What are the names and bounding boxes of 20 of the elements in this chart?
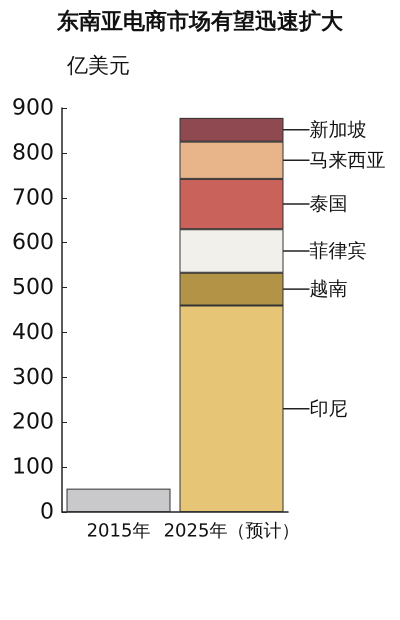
y-tick-label: 200 [12, 410, 54, 435]
series-label: 印尼 [310, 398, 348, 420]
y-tick-label: 500 [12, 275, 54, 300]
y-tick-label: 800 [12, 140, 54, 166]
x-tick-label: 2015年 [86, 520, 150, 542]
y-tick-label: 900 [12, 96, 54, 120]
y-tick-label: 100 [12, 454, 54, 480]
series-label: 泰国 [310, 193, 348, 216]
y-axis-title: 亿美元 [66, 54, 130, 78]
y-tick-label: 700 [12, 185, 54, 210]
series-label: 马来西亚 [310, 149, 386, 172]
series-label: 菲律宾 [310, 240, 366, 262]
y-tick-label: 400 [12, 320, 54, 345]
y-tick-label: 300 [12, 364, 54, 390]
y-tick-label: 600 [12, 230, 54, 256]
chart-title: 东南亚电商市场有望迅速扩大 [56, 8, 344, 34]
y-tick-label: 0 [40, 500, 54, 524]
series-label: 新加坡 [310, 118, 366, 141]
series-label: 越南 [310, 278, 348, 300]
x-tick-label: 2025年（预计） [164, 520, 300, 542]
